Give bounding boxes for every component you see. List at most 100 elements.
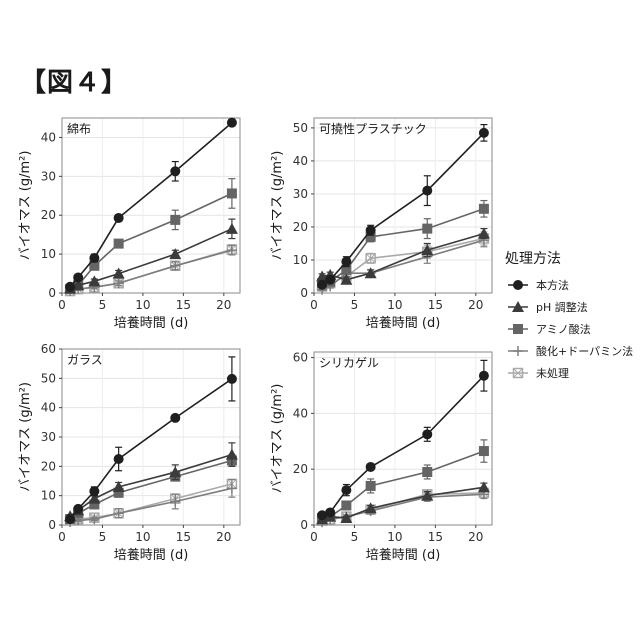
x-tick-label: 10 (135, 530, 150, 544)
data-point (325, 507, 335, 517)
y-tick-label: 20 (293, 462, 308, 476)
y-tick-label: 10 (293, 253, 308, 267)
data-point (479, 128, 489, 138)
x-tick-label: 20 (468, 530, 483, 544)
legend-item-5: 未処理 (508, 367, 569, 380)
plot-area (314, 118, 492, 293)
data-point (325, 275, 335, 285)
figure-canvas: 01020304005101520培養時間 (d)バイオマス (g/m²)綿布0… (0, 0, 640, 640)
y-tick-label: 30 (293, 187, 308, 201)
data-point (366, 225, 376, 235)
x-tick-label: 10 (135, 298, 150, 312)
y-tick-label: 60 (41, 342, 56, 356)
y-tick-label: 20 (293, 220, 308, 234)
x-tick-label: 0 (310, 530, 318, 544)
data-point (114, 239, 124, 249)
legend-title: 処理方法 (505, 251, 561, 267)
data-point (479, 204, 489, 214)
x-tick-label: 15 (176, 530, 191, 544)
y-tick-label: 10 (41, 489, 56, 503)
panel-title: 綿布 (67, 122, 91, 136)
x-axis-label: 培養時間 (d) (114, 547, 189, 563)
chart-panel-1: 0 10 20 30 40 0 5 10 15 20 培養時間 (d) バイオマス (g/m²) 綿布 (18, 118, 240, 331)
data-point (227, 188, 237, 198)
legend-label: 本方法 (536, 278, 569, 292)
chart-panel-4: 020406005101520培養時間 (d)バイオマス (g/m²)シリカゲル (270, 351, 492, 563)
legend-label: 酸化+ドーパミン法 (536, 344, 633, 358)
x-axis-label: 培養時間 (d) (114, 315, 189, 331)
y-tick-label: 50 (41, 371, 56, 385)
data-point (422, 224, 432, 234)
plot-area (62, 118, 240, 293)
y-tick-label: 0 (48, 286, 56, 300)
x-tick-label: 0 (310, 298, 318, 312)
panel-title: ガラス (67, 353, 103, 367)
legend-item-1: 本方法 (508, 278, 569, 292)
y-axis-label: バイオマス (g/m²) (270, 151, 285, 261)
data-point (114, 213, 124, 223)
x-tick-label: 5 (99, 298, 107, 312)
y-axis-label: バイオマス (g/m²) (270, 384, 285, 494)
y-tick-label: 20 (41, 208, 56, 222)
data-point (227, 118, 237, 128)
data-point (114, 454, 124, 464)
y-tick-label: 30 (41, 169, 56, 183)
data-point (65, 514, 75, 524)
data-point (341, 500, 351, 510)
y-tick-label: 40 (293, 154, 308, 168)
y-tick-label: 10 (41, 247, 56, 261)
x-tick-label: 0 (58, 298, 66, 312)
y-tick-label: 20 (41, 459, 56, 473)
legend-label: アミノ酸法 (536, 322, 591, 336)
legend-items: 本方法 pH 調整法アミノ酸法酸化+ドーパミン法未処理 (508, 278, 633, 380)
data-point (170, 413, 180, 423)
chart-panel-3: 010203040506005101520培養時間 (d)バイオマス (g/m²… (18, 342, 240, 563)
y-tick-label: 40 (41, 130, 56, 144)
y-tick-label: 30 (41, 430, 56, 444)
data-point (422, 186, 432, 196)
x-tick-label: 15 (428, 298, 443, 312)
legend-item-3: アミノ酸法 (508, 322, 591, 336)
x-tick-label: 10 (387, 530, 402, 544)
legend-marker (513, 324, 523, 334)
legend-item-2: pH 調整法 (508, 300, 588, 314)
y-tick-label: 0 (300, 286, 308, 300)
chart-panel-2: 0102030405005101520培養時間 (d)バイオマス (g/m²)可… (270, 118, 492, 331)
data-point (65, 282, 75, 292)
data-point (366, 481, 376, 491)
legend-marker (513, 346, 523, 356)
data-point (227, 374, 237, 384)
data-point (341, 485, 351, 495)
legend-label: pH 調整法 (536, 300, 588, 314)
data-point (89, 253, 99, 263)
data-point (170, 215, 180, 225)
x-tick-label: 5 (351, 530, 359, 544)
y-tick-label: 40 (41, 401, 56, 415)
chart-panels: 01020304005101520培養時間 (d)バイオマス (g/m²)綿布0… (18, 118, 492, 563)
y-axis-label: バイオマス (g/m²) (18, 382, 33, 492)
data-point (89, 486, 99, 496)
data-point (170, 166, 180, 176)
data-point (341, 257, 351, 267)
x-tick-label: 20 (468, 298, 483, 312)
x-tick-label: 5 (99, 530, 107, 544)
data-point (479, 371, 489, 381)
data-point (422, 467, 432, 477)
legend: 処理方法 本方法 pH 調整法アミノ酸法酸化+ドーパミン法未処理 (505, 251, 633, 380)
y-tick-label: 0 (300, 518, 308, 532)
x-tick-label: 15 (176, 298, 191, 312)
x-tick-label: 0 (58, 530, 66, 544)
data-point (73, 272, 83, 282)
y-axis-label: バイオマス (g/m²) (18, 151, 33, 261)
y-tick-label: 50 (293, 121, 308, 135)
legend-label: 未処理 (536, 367, 569, 380)
panel-title: 可撓性プラスチック (319, 122, 427, 136)
data-point (73, 504, 83, 514)
x-tick-label: 15 (428, 530, 443, 544)
x-tick-label: 20 (216, 298, 231, 312)
legend-marker (513, 280, 523, 290)
y-tick-label: 60 (293, 351, 308, 365)
x-tick-label: 10 (387, 298, 402, 312)
data-point (366, 462, 376, 472)
y-tick-label: 0 (48, 518, 56, 532)
